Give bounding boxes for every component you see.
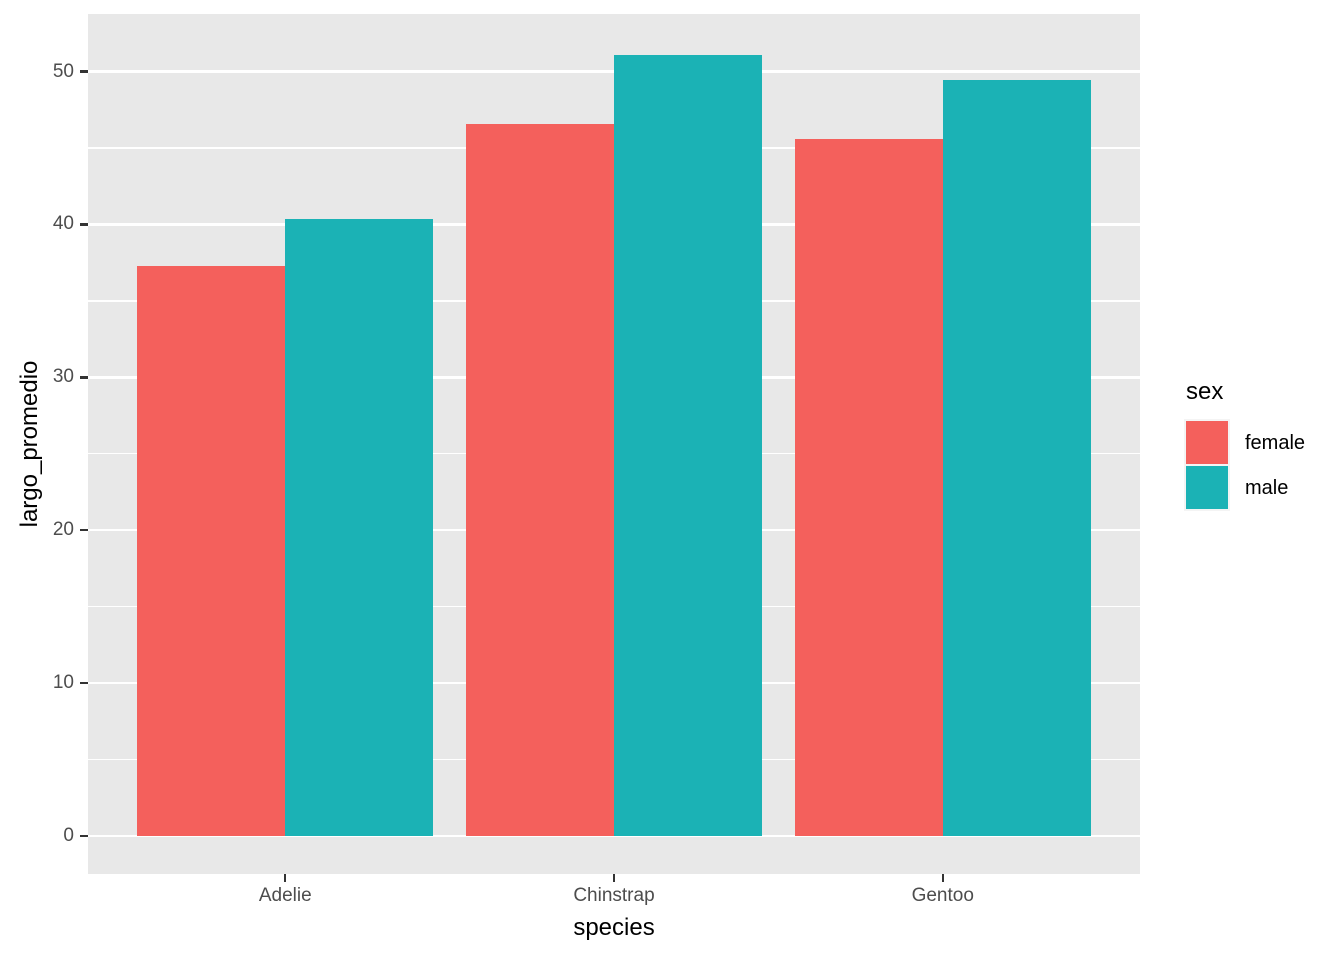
y-axis-tick [80, 223, 88, 226]
y-axis-tick-label: 20 [52, 519, 74, 541]
x-axis-title: species [573, 914, 655, 941]
y-axis-tick [80, 834, 88, 838]
x-axis-tick [941, 874, 944, 882]
bar-gentoo-female [794, 139, 943, 836]
y-axis-tick-label: 40 [52, 213, 74, 235]
y-axis-tick-label: 0 [63, 824, 74, 846]
x-axis-tick [284, 874, 287, 882]
bar-chinstrap-female [466, 124, 614, 836]
legend: sex female male [1184, 378, 1336, 518]
legend-label-male: male [1245, 477, 1289, 499]
major-gridline [88, 834, 1140, 838]
bar-adelie-male [285, 218, 434, 836]
legend-label-female: female [1245, 432, 1306, 454]
y-axis-tick [80, 529, 88, 532]
y-axis-tick-label: 50 [52, 60, 74, 82]
x-axis-tick-label: Adelie [258, 885, 312, 906]
x-axis-tick-label: Chinstrap [573, 885, 655, 906]
y-axis-tick-label: 10 [52, 672, 74, 694]
y-axis-tick [80, 376, 88, 379]
legend-key-female [1184, 419, 1230, 466]
bar-chinstrap-male [614, 54, 762, 836]
y-axis-tick-label: 30 [52, 366, 74, 388]
legend-title: sex [1186, 378, 1224, 405]
y-axis-tick [80, 70, 88, 73]
legend-key-male [1184, 464, 1230, 511]
bar-gentoo-male [942, 79, 1091, 836]
x-axis-tick-label: Gentoo [911, 885, 974, 906]
x-axis-tick [612, 874, 616, 882]
y-axis-tick [80, 681, 88, 685]
bar-adelie-female [137, 266, 286, 836]
plot-panel [88, 14, 1140, 874]
